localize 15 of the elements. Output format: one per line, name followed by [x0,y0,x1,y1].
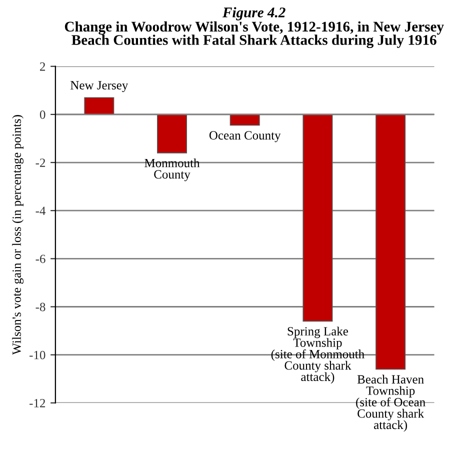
y-tick-label: -12 [30,398,46,408]
x-tick-label: Monmouth County [144,158,200,182]
x-tick-label: New Jersey [70,81,128,92]
chart-title: Change in Woodrow Wilson's Vote, 1912-1916, in New Jersey Beach Counties with Fatal Shark Attacks during July 1916 [64,21,444,48]
y-tick-label: -10 [30,350,46,360]
y-tick-label: 2 [40,62,46,71]
x-tick-label: Beach Haven Township (site of Ocean County shark attack) [356,374,426,432]
y-tick-label: -6 [36,254,46,264]
y-axis-title: Wilson's vote gain or loss (in percentage points) [12,115,24,355]
y-tick-label: -8 [36,302,46,312]
x-tick-label: Ocean County [209,131,281,142]
chart-subtitle: Figure 4.2 [222,7,286,20]
y-tick-label: 0 [40,110,46,119]
y-tick-label: -2 [36,158,46,167]
y-tick-label: -4 [36,206,46,215]
